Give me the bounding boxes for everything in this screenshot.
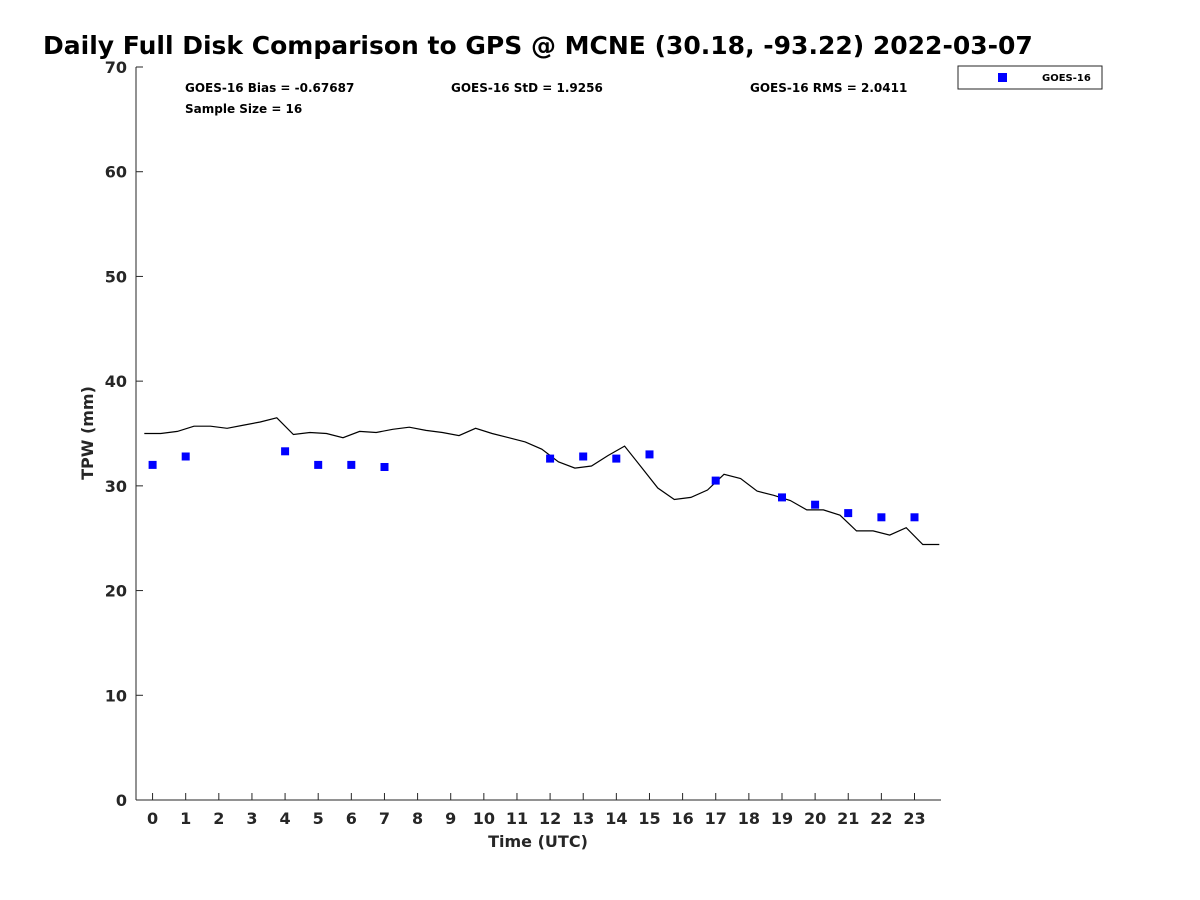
x-tick-label: 3 [246, 809, 257, 828]
y-tick-label: 70 [105, 58, 127, 77]
y-tick-label: 10 [105, 686, 127, 705]
y-tick-label: 20 [105, 582, 127, 601]
y-tick-label: 30 [105, 477, 127, 496]
y-tick-label: 40 [105, 372, 127, 391]
legend-label: GOES-16 [1042, 73, 1091, 84]
x-tick-label: 19 [771, 809, 793, 828]
goes16-data-point [711, 476, 720, 485]
goes16-data-point [181, 452, 190, 461]
y-tick-label: 50 [105, 267, 127, 286]
goes16-data-point [579, 452, 588, 461]
bias-stat: GOES-16 Bias = -0.67687 [185, 81, 354, 95]
goes16-data-point [281, 447, 290, 456]
series-layer [144, 417, 940, 546]
x-tick-label: 12 [539, 809, 561, 828]
x-tick-label: 8 [412, 809, 423, 828]
goes16-data-point [877, 513, 886, 522]
x-tick-label: 20 [804, 809, 826, 828]
goes16-data-point [347, 460, 356, 469]
x-tick-label: 21 [837, 809, 859, 828]
x-tick-label: 16 [671, 809, 693, 828]
y-axis-label: TPW (mm) [78, 386, 97, 480]
x-axis-ticks: 0 1 2 3 4 5 6 7 8 9 10 11 12 13 14 15 16 17 18 19 20 21 22 23 [147, 793, 926, 828]
chart-title: Daily Full Disk Comparison to GPS @ MCNE… [43, 31, 1033, 60]
x-tick-label: 13 [572, 809, 594, 828]
x-tick-label: 4 [280, 809, 291, 828]
gps-tpw-line [144, 417, 940, 546]
sample-size-stat: Sample Size = 16 [185, 102, 302, 116]
x-tick-label: 1 [180, 809, 191, 828]
x-tick-label: 23 [903, 809, 925, 828]
x-tick-label: 11 [506, 809, 528, 828]
goes16-data-point [314, 460, 323, 469]
goes16-data-point [811, 500, 820, 509]
x-tick-label: 9 [445, 809, 456, 828]
legend: GOES-16 [957, 65, 1103, 90]
goes16-data-point [910, 513, 919, 522]
x-tick-label: 10 [473, 809, 495, 828]
x-tick-label: 14 [605, 809, 627, 828]
x-tick-label: 22 [870, 809, 892, 828]
x-tick-label: 18 [738, 809, 760, 828]
goes16-data-point [778, 493, 786, 502]
rms-stat: GOES-16 RMS = 2.0411 [750, 81, 907, 95]
x-tick-label: 5 [313, 809, 324, 828]
goes16-data-point [380, 463, 389, 471]
goes16-data-point [546, 454, 555, 463]
goes16-data-point [612, 454, 621, 463]
legend-marker [998, 73, 1007, 82]
x-tick-label: 2 [213, 809, 224, 828]
y-tick-label: 0 [116, 791, 127, 810]
y-tick-label: 60 [105, 163, 127, 182]
goes16-data-point [844, 509, 853, 518]
goes16-data-point [645, 450, 654, 459]
x-tick-label: 17 [705, 809, 727, 828]
x-tick-label: 7 [379, 809, 390, 828]
goes16-data-point [148, 460, 157, 469]
std-stat: GOES-16 StD = 1.9256 [451, 81, 603, 95]
x-tick-label: 0 [147, 809, 158, 828]
y-axis-ticks: 0 10 20 30 40 50 60 70 [105, 58, 143, 810]
legend-box [957, 65, 1103, 90]
x-tick-label: 15 [638, 809, 660, 828]
x-tick-label: 6 [346, 809, 357, 828]
x-axis-label: Time (UTC) [488, 832, 588, 851]
